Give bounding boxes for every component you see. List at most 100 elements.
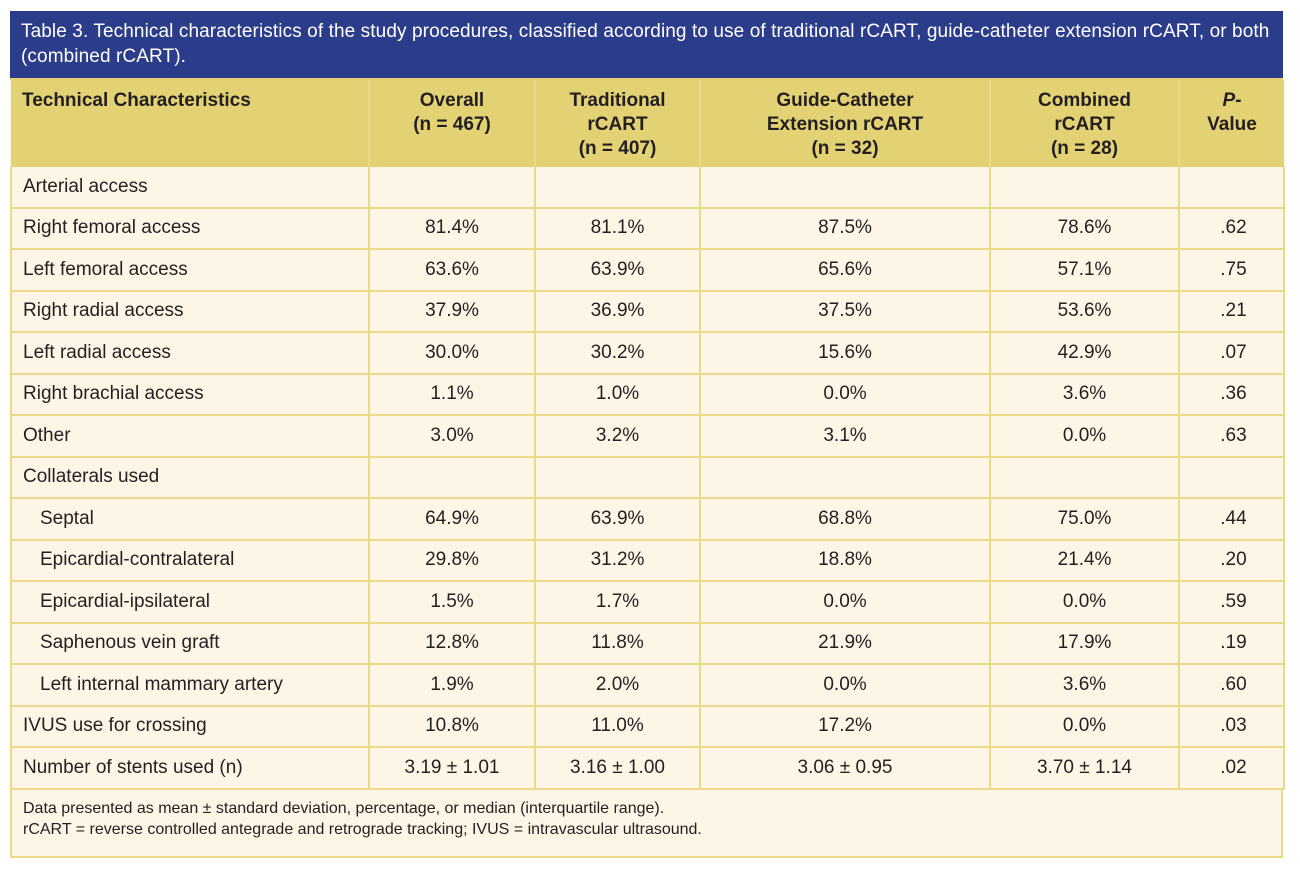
- cell-traditional: 31.2%: [534, 538, 701, 582]
- table-row: Saphenous vein graft 12.8% 11.8% 21.9% 17.9%…: [10, 621, 1285, 665]
- cell-combined: 75.0%: [989, 497, 1180, 541]
- row-label: Right femoral access: [10, 206, 370, 250]
- row-label: Left radial access: [10, 331, 370, 375]
- cell-overall: 63.6%: [368, 248, 536, 292]
- header-technical-characteristics: Technical Characteristics: [22, 90, 251, 111]
- row-label: Septal: [10, 497, 370, 541]
- cell-guide-catheter: 18.8%: [699, 538, 991, 582]
- cell-overall: 64.9%: [368, 497, 536, 541]
- cell-traditional: 11.8%: [534, 621, 701, 665]
- cell-p-value: .62: [1178, 206, 1285, 250]
- cell-traditional: 81.1%: [534, 206, 701, 250]
- cell-combined: 0.0%: [989, 704, 1180, 748]
- row-label: Collaterals used: [10, 455, 370, 499]
- data-table-container: Table 3. Technical characteristics of th…: [10, 11, 1285, 858]
- table-row: Epicardial-ipsilateral 1.5% 1.7% 0.0% 0.0% .5…: [10, 580, 1285, 624]
- cell-combined: 42.9%: [989, 331, 1180, 375]
- cell-traditional: 63.9%: [534, 248, 701, 292]
- cell-traditional: 3.2%: [534, 414, 701, 458]
- table-row: Right radial access 37.9% 36.9% 37.5% 53.6%.…: [10, 289, 1285, 333]
- cell-p-value: .75: [1178, 248, 1285, 292]
- cell-combined: 57.1%: [989, 248, 1180, 292]
- table-row: Left femoral access 63.6% 63.9% 65.6% 57.1%.…: [10, 248, 1285, 292]
- cell-combined: 0.0%: [989, 580, 1180, 624]
- table-footnote: Data presented as mean ± standard deviat…: [10, 789, 1283, 858]
- cell-overall: 37.9%: [368, 289, 536, 333]
- table-row: IVUS use for crossing 10.8% 11.0% 17.2% 0.0%…: [10, 704, 1285, 748]
- cell-guide-catheter: 87.5%: [699, 206, 991, 250]
- table-row: Left radial access 30.0% 30.2% 15.6% 42.9% .0…: [10, 331, 1285, 375]
- cell-overall: 3.19 ± 1.01: [368, 746, 536, 790]
- table-row: Right brachial access 1.1% 1.0% 0.0% 3.6% .36: [10, 372, 1285, 416]
- technical-characteristics-table: Technical Characteristics Overall (n = 4…: [10, 80, 1285, 790]
- cell-guide-catheter: 3.1%: [699, 414, 991, 458]
- row-label: Epicardial-contralateral: [10, 538, 370, 582]
- cell-p-value: [1178, 455, 1285, 499]
- header-guide-catheter-extension-rcart: Guide-Catheter Extension rCART (n = 32): [699, 80, 990, 167]
- cell-traditional: [534, 455, 701, 499]
- cell-guide-catheter: 0.0%: [699, 580, 991, 624]
- row-label: Left femoral access: [10, 248, 370, 292]
- cell-guide-catheter: 65.6%: [699, 248, 991, 292]
- cell-combined: 17.9%: [989, 621, 1180, 665]
- cell-traditional: 63.9%: [534, 497, 701, 541]
- cell-overall: 30.0%: [368, 331, 536, 375]
- cell-overall: [368, 167, 536, 209]
- table-body: Arterial access Right femoral access 81.4%…: [10, 167, 1285, 790]
- cell-p-value: .59: [1178, 580, 1285, 624]
- row-label: Left internal mammary artery: [10, 663, 370, 707]
- row-label: Epicardial-ipsilateral: [10, 580, 370, 624]
- footnote-line: Data presented as mean ± standard deviat…: [23, 799, 665, 817]
- cell-combined: 3.6%: [989, 372, 1180, 416]
- table-caption: Table 3. Technical characteristics of th…: [10, 11, 1283, 80]
- header-combined-rcart: Combined rCART (n = 28): [989, 80, 1179, 167]
- row-label: Right radial access: [10, 289, 370, 333]
- cell-p-value: .07: [1178, 331, 1285, 375]
- cell-combined: [989, 455, 1180, 499]
- cell-p-value: [1178, 167, 1285, 209]
- cell-p-value: .21: [1178, 289, 1285, 333]
- cell-guide-catheter: 17.2%: [699, 704, 991, 748]
- cell-traditional: 3.16 ± 1.00: [534, 746, 701, 790]
- row-label: Number of stents used (n): [10, 746, 370, 790]
- table-row: Collaterals used: [10, 455, 1285, 499]
- cell-p-value: .20: [1178, 538, 1285, 582]
- cell-traditional: 2.0%: [534, 663, 701, 707]
- cell-guide-catheter: 0.0%: [699, 372, 991, 416]
- row-label: Other: [10, 414, 370, 458]
- table-row: Other 3.0% 3.2% 3.1% 0.0% .63: [10, 414, 1285, 458]
- cell-guide-catheter: 0.0%: [699, 663, 991, 707]
- cell-combined: 78.6%: [989, 206, 1180, 250]
- table-row: Number of stents used (n) 3.19 ± 1.01 3.16…: [10, 746, 1285, 790]
- cell-overall: 81.4%: [368, 206, 536, 250]
- cell-p-value: .03: [1178, 704, 1285, 748]
- cell-overall: 3.0%: [368, 414, 536, 458]
- row-label: Right brachial access: [10, 372, 370, 416]
- cell-traditional: 36.9%: [534, 289, 701, 333]
- cell-guide-catheter: 68.8%: [699, 497, 991, 541]
- cell-p-value: .60: [1178, 663, 1285, 707]
- table-row: Septal 64.9% 63.9% 68.8% 75.0% .44: [10, 497, 1285, 541]
- cell-overall: [368, 455, 536, 499]
- cell-p-value: .02: [1178, 746, 1285, 790]
- cell-traditional: [534, 167, 701, 209]
- cell-p-value: .44: [1178, 497, 1285, 541]
- row-label: Saphenous vein graft: [10, 621, 370, 665]
- cell-overall: 1.9%: [368, 663, 536, 707]
- table-row: Arterial access: [10, 167, 1285, 209]
- cell-p-value: .19: [1178, 621, 1285, 665]
- cell-overall: 1.1%: [368, 372, 536, 416]
- cell-overall: 29.8%: [368, 538, 536, 582]
- cell-overall: 12.8%: [368, 621, 536, 665]
- footnote-line: rCART = reverse controlled antegrade and…: [23, 820, 702, 838]
- row-label: IVUS use for crossing: [10, 704, 370, 748]
- cell-guide-catheter: 37.5%: [699, 289, 991, 333]
- cell-traditional: 1.0%: [534, 372, 701, 416]
- cell-traditional: 11.0%: [534, 704, 701, 748]
- cell-overall: 10.8%: [368, 704, 536, 748]
- cell-combined: 3.6%: [989, 663, 1180, 707]
- table-row: Left internal mammary artery 1.9% 2.0% 0.0%…: [10, 663, 1285, 707]
- cell-traditional: 30.2%: [534, 331, 701, 375]
- cell-traditional: 1.7%: [534, 580, 701, 624]
- cell-overall: 1.5%: [368, 580, 536, 624]
